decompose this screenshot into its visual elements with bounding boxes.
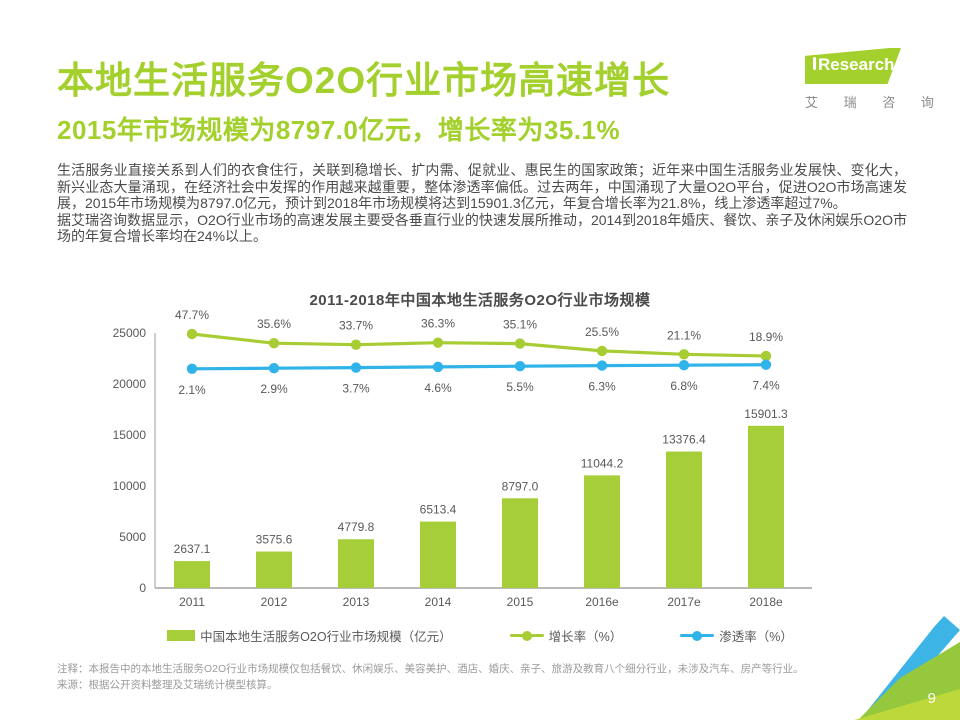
bar-2013 [338, 539, 374, 588]
chart-legend: 中国本地生活服务O2O行业市场规模（亿元） 增长率（%） 渗透率（%） [0, 626, 960, 645]
page-number: 9 [927, 690, 936, 707]
page-subtitle: 2015年市场规模为8797.0亿元，增长率为35.1% [57, 115, 621, 145]
penetration-rate-label: 6.3% [588, 380, 616, 394]
line-point [678, 360, 690, 371]
blue-line-swatch-icon [680, 630, 715, 641]
page-title: 本地生活服务O2O行业市场高速增长 [57, 60, 671, 101]
legend-item-market-size: 中国本地生活服务O2O行业市场规模（亿元） [167, 626, 452, 645]
bar-value-label: 3575.6 [256, 533, 293, 547]
penetration-rate-label: 3.7% [342, 382, 370, 396]
bar-2018e [748, 425, 784, 588]
market-size-chart: 0 5000 10000 15000 20000 25000 2637.1 3575.6 477… [113, 308, 812, 609]
logo-i-dot-icon [811, 48, 818, 51]
intro-paragraph-1: 生活服务业直接关系到人们的衣食住行，关联到稳增长、扩内需、促就业、惠民生的国家政… [57, 162, 907, 211]
line-point [760, 359, 772, 370]
line-point [268, 362, 280, 374]
legend-label-market-size: 中国本地生活服务O2O行业市场规模（亿元） [200, 630, 452, 644]
line-point [186, 328, 198, 340]
y-tick-label: 5000 [119, 530, 146, 544]
line-point [514, 338, 526, 349]
bar-2012 [256, 551, 292, 588]
legend-label-penetration-rate: 渗透率（%） [719, 630, 793, 644]
line-point [186, 363, 198, 374]
penetration-rate-label: 6.8% [670, 379, 698, 393]
bar-2011 [174, 561, 210, 588]
line-point [596, 360, 608, 371]
line-point [432, 337, 444, 348]
bar-value-label: 11044.2 [581, 456, 624, 470]
growth-rate-label: 47.7% [175, 308, 209, 322]
logo-chinese-name: 艾 瑞 咨 询 [805, 95, 945, 110]
chart-title: 2011-2018年中国本地生活服务O2O行业市场规模 [309, 292, 651, 309]
logo-i-stem-icon [813, 57, 816, 70]
y-tick-label: 15000 [113, 428, 147, 442]
line-point [432, 361, 444, 373]
logo-wordmark: Research [818, 55, 895, 74]
bar-value-label: 8797.0 [502, 479, 539, 493]
bar-2015 [502, 498, 538, 588]
penetration-rate-line [191, 363, 767, 371]
intro-paragraph-2: 据艾瑞咨询数据显示，O2O行业市场的高速发展主要受各垂直行业的快速发展所推动，2… [57, 211, 907, 245]
x-tick-label: 2017e [667, 595, 701, 609]
x-tick-label: 2013 [343, 595, 370, 609]
bar-2014 [420, 521, 456, 588]
penetration-rate-label: 7.4% [752, 379, 780, 393]
growth-rate-line [191, 332, 767, 358]
line-point [596, 345, 608, 357]
y-tick-label: 10000 [113, 479, 147, 493]
x-tick-label: 2015 [507, 595, 534, 609]
growth-rate-label: 35.6% [257, 317, 291, 331]
bar-value-label: 13376.4 [662, 433, 706, 447]
legend-label-growth-rate: 增长率（%） [548, 630, 623, 644]
growth-rate-label: 33.7% [339, 319, 373, 333]
growth-rate-label: 35.1% [503, 318, 537, 332]
source-line: 来源：根据公开资料整理及艾瑞统计模型核算。 [57, 679, 278, 691]
footnotes: 注释：本报告中的本地生活服务O2O行业市场规模仅包括餐饮、休闲娱乐、美容美护、酒… [57, 661, 857, 693]
bar-value-label: 15901.3 [744, 407, 788, 421]
line-point [350, 339, 362, 350]
y-tick-label: 25000 [113, 326, 147, 340]
bar-value-label: 6513.4 [420, 503, 457, 517]
line-point [350, 362, 362, 373]
x-tick-label: 2016e [585, 595, 619, 609]
deco-light-green-triangle [854, 689, 960, 720]
legend-item-growth-rate: 增长率（%） [509, 626, 623, 645]
line-point [678, 349, 690, 360]
y-tick-label: 0 [139, 581, 146, 595]
growth-rate-label: 21.1% [667, 328, 701, 342]
x-tick-label: 2012 [261, 595, 288, 609]
bar-value-label: 4779.8 [338, 520, 375, 534]
bar-swatch-icon [167, 630, 196, 641]
bar-2017e [666, 451, 702, 588]
logo-shape: Research [805, 48, 901, 84]
x-tick-label: 2018e [749, 595, 783, 609]
growth-rate-label: 18.9% [749, 330, 783, 344]
line-point [760, 350, 772, 362]
note-line: 注释：本报告中的本地生活服务O2O行业市场规模仅包括餐饮、休闲娱乐、美容美护、酒… [57, 663, 804, 675]
y-tick-label: 20000 [113, 377, 147, 391]
corner-decoration [854, 616, 960, 720]
iresearch-logo: Research 艾 瑞 咨 询 [805, 48, 945, 111]
chart-area: 0 5000 10000 15000 20000 25000 2637.1 3575.6 477… [0, 300, 960, 622]
x-tick-label: 2014 [425, 595, 452, 609]
green-line-swatch-icon [509, 630, 544, 641]
bar-value-label: 2637.1 [174, 542, 211, 556]
line-point [514, 360, 526, 372]
intro-text: 生活服务业直接关系到人们的衣食住行，关联到稳增长、扩内需、促就业、惠民生的国家政… [57, 162, 907, 245]
penetration-rate-label: 2.9% [260, 382, 288, 396]
penetration-rate-label: 5.5% [506, 380, 534, 394]
legend-item-penetration-rate: 渗透率（%） [680, 626, 793, 645]
penetration-rate-label: 2.1% [178, 383, 206, 397]
penetration-rate-label: 4.6% [424, 381, 452, 395]
growth-rate-label: 36.3% [421, 317, 455, 331]
x-tick-label: 2011 [179, 595, 205, 609]
growth-rate-label: 25.5% [585, 325, 619, 339]
bar-2016e [584, 475, 620, 588]
line-point [268, 338, 280, 349]
